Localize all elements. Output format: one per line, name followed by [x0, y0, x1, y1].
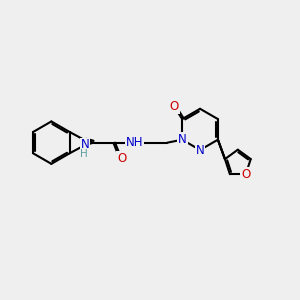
Text: N: N — [196, 143, 204, 157]
Text: O: O — [169, 100, 178, 113]
Text: N: N — [81, 139, 89, 152]
Text: O: O — [241, 168, 250, 181]
Text: H: H — [80, 149, 87, 159]
Text: O: O — [117, 152, 126, 165]
Text: NH: NH — [125, 136, 143, 149]
Text: N: N — [178, 133, 187, 146]
